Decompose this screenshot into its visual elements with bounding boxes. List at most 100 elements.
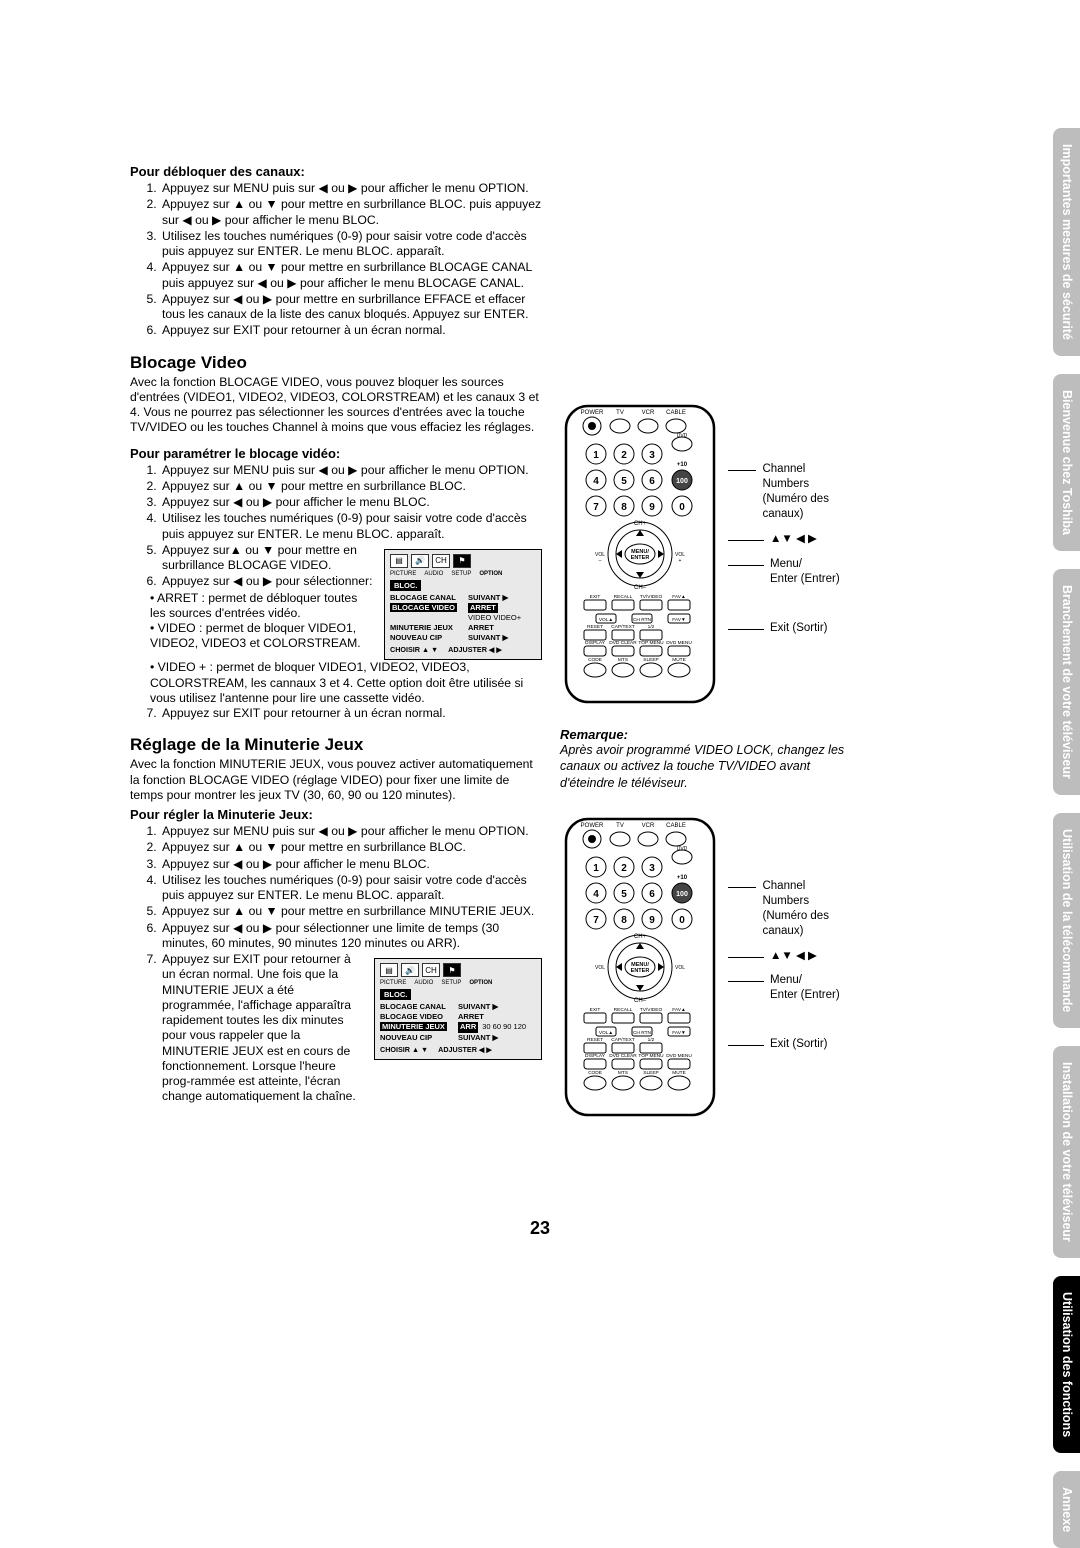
svg-text:DVD CLEAR: DVD CLEAR [609,640,637,646]
osd-tab: AUDIO [414,980,433,986]
svg-text:1: 1 [593,450,599,461]
osd-r: ARR [458,1022,478,1032]
svg-text:VCR: VCR [642,410,655,416]
callout-menu1: Menu/ [770,974,802,986]
svg-text:+10: +10 [677,875,688,881]
tab-audio-icon: 🔊 [411,554,429,568]
video-lock-bullets: ARRET : permet de débloquer toutes les s… [150,591,376,652]
osd-blocage-video: ▤ 🔊 CH ⚑ PICTURE AUDIO SETUP OPTION BLOC… [384,549,542,661]
tab-picture-icon: ▤ [380,963,398,977]
remarque-head: Remarque: [560,727,850,742]
game-timer-steps: Appuyez sur MENU puis sur ◀ ou ▶ pour af… [160,824,542,951]
osd-tab: SETUP [441,980,461,986]
step: Appuyez sur ◀ ou ▶ pour afficher le menu… [160,495,542,510]
osd-l: MINUTERIE JEUX [380,1022,447,1031]
svg-text:TV: TV [616,823,624,829]
page-content: Pour débloquer des canaux: Appuyez sur M… [130,160,850,1122]
svg-text:3: 3 [649,863,655,874]
step: Appuyez sur ◀ ou ▶ pour sélectionner: [160,574,376,589]
step: Appuyez sur ◀ ou ▶ pour afficher le menu… [160,857,542,872]
svg-text:EXIT: EXIT [590,594,601,600]
svg-text:DISPLAY: DISPLAY [585,640,606,646]
svg-text:6: 6 [649,889,655,900]
osd-tab: PICTURE [380,980,406,986]
svg-text:MUTE: MUTE [672,1070,686,1076]
main-column: Pour débloquer des canaux: Appuyez sur M… [130,160,542,1106]
svg-text:SLEEP: SLEEP [643,1070,658,1076]
svg-text:RESET: RESET [587,624,603,630]
osd-title: BLOC. [380,989,411,1000]
callout-menu1: Menu/ [770,558,802,570]
svg-text:RESET: RESET [587,1037,603,1043]
svg-text:8: 8 [621,915,627,926]
svg-text:7: 7 [593,915,599,926]
step: Appuyez sur ▲ ou ▼ pour mettre en surbri… [160,260,542,291]
svg-text:+: + [679,558,682,564]
unblock-heading: Pour débloquer des canaux: [130,164,542,179]
osd-l: NOUVEAU CIP [390,633,468,643]
video-lock-bullets-2: VIDEO + : permet de bloquer VIDEO1, VIDE… [150,660,542,706]
svg-text:TV: TV [616,410,624,416]
svg-text:CH RTN: CH RTN [633,617,652,623]
svg-text:1/2: 1/2 [648,624,655,630]
svg-text:POWER: POWER [581,410,604,416]
game-timer-intro: Avec la fonction MINUTERIE JEUX, vous po… [130,757,542,803]
video-lock-heading: Blocage Video [130,353,542,373]
osd-tab: OPTION [469,980,492,986]
tab-picture-icon: ▤ [390,554,408,568]
osd-foot-r: ADJUSTER ◀ ▶ [438,1045,492,1054]
svg-text:–: – [599,558,602,564]
svg-text:VOL: VOL [595,965,605,971]
svg-text:4: 4 [593,889,599,900]
svg-text:MTS: MTS [618,1070,628,1076]
tab-option-icon: ⚑ [443,963,461,977]
svg-text:CH–: CH– [634,998,647,1004]
callout-ch2: (Numéro des canaux) [762,910,828,937]
svg-text:8: 8 [621,502,627,513]
osd-tab: AUDIO [424,571,443,577]
svg-text:ENTER: ENTER [631,555,650,561]
step: Appuyez sur MENU puis sur ◀ ou ▶ pour af… [160,824,542,839]
svg-text:CH RTN: CH RTN [633,1030,652,1036]
game-timer-heading: Réglage de la Minuterie Jeux [130,735,542,755]
svg-text:ENTER: ENTER [631,968,650,974]
svg-text:DVD MENU: DVD MENU [666,1053,692,1059]
step: Utilisez les touches numériques (0-9) po… [160,873,542,904]
svg-text:SLEEP: SLEEP [643,657,658,663]
svg-text:CH–: CH– [634,585,647,591]
callouts-1: Channel Numbers(Numéro des canaux) ▲▼ ◀ … [728,404,850,646]
osd-title: BLOC. [390,580,421,591]
step: Appuyez sur▲ ou ▼ pour mettre en surbril… [160,543,376,574]
svg-text:FAV▼: FAV▼ [672,1030,685,1036]
svg-text:1: 1 [593,863,599,874]
step: Appuyez sur EXIT pour retourner à un écr… [160,952,366,1105]
svg-text:CH+: CH+ [634,934,647,940]
svg-text:EXIT: EXIT [590,1007,601,1013]
svg-text:2: 2 [621,863,627,874]
svg-text:DVD MENU: DVD MENU [666,640,692,646]
svg-text:VOL▲: VOL▲ [599,1030,613,1036]
tab-remote: Utilisation de la télécommande [1053,813,1080,1028]
svg-text:6: 6 [649,476,655,487]
step: Appuyez sur EXIT pour retourner à un écr… [160,706,542,721]
svg-text:CODE: CODE [588,657,602,663]
svg-text:VOL▲: VOL▲ [599,617,613,623]
game-timer-step7: Appuyez sur EXIT pour retourner à un écr… [160,952,366,1105]
osd-r: ARRET [458,1012,484,1022]
bullet: ARRET : permet de débloquer toutes les s… [150,591,376,622]
svg-text:CABLE: CABLE [666,823,686,829]
remote-diagram-1: POWER TV VCR CABLE DVD 1 2 3 4 5 6 100 [560,404,850,709]
step: Appuyez sur ◀ ou ▶ pour sélectionner une… [160,921,542,952]
callout-ch: Channel Numbers [762,880,809,907]
svg-text:RECALL: RECALL [614,1007,633,1013]
svg-text:DVD: DVD [677,846,688,852]
osd-tab: OPTION [479,571,502,577]
bullet: VIDEO : permet de bloquer VIDEO1, VIDEO2… [150,621,376,652]
svg-text:TOP MENU: TOP MENU [638,1053,664,1059]
callout-nav: ▲▼ ◀ ▶ [770,532,817,547]
svg-text:DVD CLEAR: DVD CLEAR [609,1053,637,1059]
svg-text:100: 100 [676,891,688,898]
svg-text:FAV▼: FAV▼ [672,617,685,623]
tab-functions: Utilisation des fonctions [1053,1276,1080,1453]
svg-text:CABLE: CABLE [666,410,686,416]
